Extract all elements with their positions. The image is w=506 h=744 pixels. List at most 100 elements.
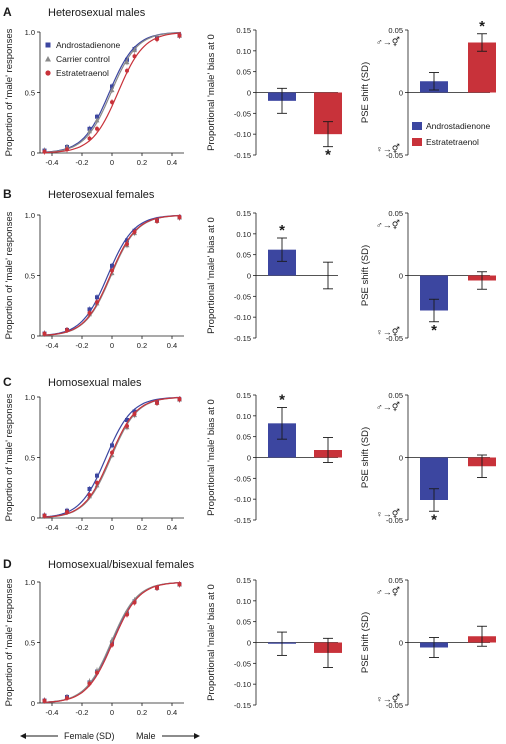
curve-x-tick-label: 0.4 — [167, 341, 177, 350]
legend-label: Estratetraenol — [426, 137, 479, 147]
pse-y-axis-label: PSE shift (SD) — [360, 612, 371, 673]
curve-y-tick-label: 0.5 — [25, 639, 35, 648]
data-point — [65, 696, 69, 701]
curve-x-tick-label: -0.4 — [46, 158, 59, 167]
bias-y-tick-label: 0.05 — [236, 618, 251, 627]
bias-y-tick-label: 0.05 — [236, 433, 251, 442]
data-point — [110, 443, 114, 448]
bias-y-tick-label: 0.10 — [236, 597, 251, 606]
data-point — [125, 242, 129, 247]
pse-y-tick-label: 0.05 — [388, 576, 403, 585]
bias-y-tick-label: -0.10 — [234, 495, 251, 504]
significance-star: * — [325, 147, 331, 164]
data-point — [94, 117, 100, 123]
significance-star: * — [431, 511, 437, 528]
pse-y-tick-label: 0.05 — [388, 391, 403, 400]
data-point — [155, 37, 159, 42]
pse-y-tick-label: 0.05 — [388, 26, 403, 35]
pse-y-tick-label: -0.05 — [386, 151, 403, 160]
bias-y-tick-label: -0.05 — [234, 292, 251, 301]
significance-star: * — [431, 322, 437, 339]
bias-y-tick-label: 0.15 — [236, 26, 251, 35]
legend-marker-circle — [45, 70, 51, 76]
bias-y-axis-label: Proportional 'male' bias at 0 — [206, 399, 217, 516]
pse-y-tick-label: -0.05 — [386, 334, 403, 343]
footer-right-label: Male — [136, 731, 156, 741]
data-point — [87, 493, 92, 498]
bias-y-tick-label: 0.10 — [236, 230, 251, 239]
bias-y-tick-label: 0.15 — [236, 391, 251, 400]
data-point — [42, 331, 47, 336]
data-point — [42, 149, 47, 154]
curve-x-tick-label: 0.4 — [167, 158, 177, 167]
curve-x-tick-label: 0 — [110, 708, 114, 717]
significance-star: * — [479, 18, 485, 35]
significance-star: * — [279, 222, 285, 239]
bias-y-tick-label: -0.15 — [234, 334, 251, 343]
curve-y-axis-label: Proportion of 'male' responses — [4, 211, 15, 339]
curve-y-tick-label: 1.0 — [25, 578, 35, 587]
curve-y-tick-label: 0 — [31, 699, 35, 708]
data-point — [65, 327, 69, 332]
pse-top-marker: ♂→⚥ — [376, 36, 400, 47]
curve-y-tick-label: 1.0 — [25, 28, 35, 37]
bias-y-tick-label: -0.05 — [234, 474, 251, 483]
data-point — [87, 681, 92, 686]
curve-x-tick-label: -0.4 — [46, 523, 59, 532]
bias-y-tick-label: -0.10 — [234, 130, 251, 139]
pse-top-marker: ♂→⚥ — [376, 401, 400, 412]
curve-y-tick-label: 0.5 — [25, 272, 35, 281]
pse-y-tick-label: -0.05 — [386, 701, 403, 710]
bias-y-tick-label: 0 — [247, 89, 251, 98]
data-point — [110, 84, 114, 89]
panel-letter: A — [3, 5, 12, 19]
curve-y-tick-label: 1.0 — [25, 211, 35, 220]
bias-y-tick-label: 0.10 — [236, 412, 251, 421]
data-point — [155, 219, 159, 224]
curve-y-axis-label: Proportion of 'male' responses — [4, 578, 15, 706]
legend-label: Androstadienone — [426, 121, 491, 131]
pse-y-axis-label: PSE shift (SD) — [360, 245, 371, 306]
legend-label: Androstadienone — [56, 40, 121, 50]
curve-x-tick-label: -0.4 — [46, 341, 59, 350]
pse-top-marker: ♂→⚥ — [376, 586, 400, 597]
data-point — [95, 473, 99, 478]
pse-y-tick-label: -0.05 — [386, 516, 403, 525]
data-point — [177, 215, 182, 220]
footer-arrowhead-left — [20, 733, 26, 739]
data-point — [95, 300, 99, 305]
data-point — [132, 600, 137, 605]
pse-y-axis-label: PSE shift (SD) — [360, 62, 371, 123]
data-point — [87, 311, 92, 316]
data-point — [177, 397, 182, 402]
bias-y-tick-label: -0.15 — [234, 516, 251, 525]
curve-x-tick-label: -0.4 — [46, 708, 59, 717]
panel-letter: B — [3, 187, 12, 201]
data-point — [125, 424, 129, 429]
pse-bottom-marker: ♀→⚥ — [376, 508, 400, 519]
panel-letter: D — [3, 557, 12, 571]
curve-x-tick-label: -0.2 — [76, 708, 89, 717]
footer-left-label: Female — [64, 731, 94, 741]
data-point — [109, 87, 115, 93]
curve-x-tick-label: -0.2 — [76, 523, 89, 532]
data-point — [87, 486, 92, 491]
data-point — [132, 47, 137, 53]
bias-y-tick-label: 0.10 — [236, 47, 251, 56]
data-point — [65, 509, 69, 514]
data-point — [95, 114, 99, 119]
data-point — [87, 128, 92, 134]
pse-y-tick-label: 0 — [399, 272, 403, 281]
data-point — [110, 100, 114, 105]
data-point — [110, 450, 114, 455]
data-point — [125, 68, 129, 73]
bias-y-tick-label: -0.05 — [234, 659, 251, 668]
curve-x-tick-label: 0 — [110, 341, 114, 350]
bias-y-axis-label: Proportional 'male' bias at 0 — [206, 34, 217, 151]
legend-label: Carrier control — [56, 54, 110, 64]
legend-label: Estratetraenol — [56, 68, 109, 78]
bias-y-tick-label: -0.15 — [234, 701, 251, 710]
bias-y-axis-label: Proportional 'male' bias at 0 — [206, 217, 217, 334]
curve-x-tick-label: 0.2 — [137, 708, 147, 717]
